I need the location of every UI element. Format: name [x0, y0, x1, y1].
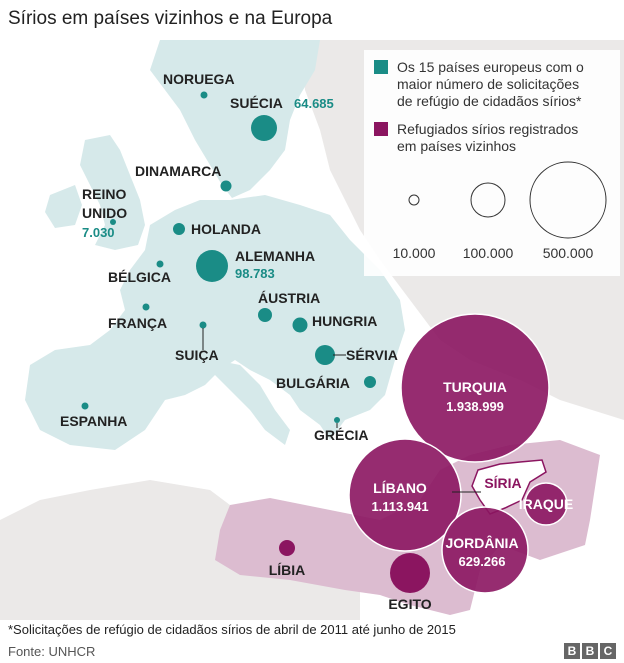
- value-reino-unido: 7.030: [82, 225, 115, 240]
- bbc-logo: B B C: [564, 643, 616, 659]
- bbc-logo-letter: C: [600, 643, 616, 659]
- label-servia: SÉRVIA: [346, 347, 398, 363]
- marker-alemanha: [196, 250, 228, 282]
- footnote: *Solicitações de refúgio de cidadãos sír…: [8, 622, 456, 637]
- marker-belgica: [156, 260, 164, 268]
- neighbor-bubbles: [279, 313, 568, 594]
- land-europe-uk: [80, 135, 145, 250]
- value-libano: 1.113.941: [371, 499, 428, 514]
- marker-suecia: [251, 115, 277, 141]
- legend-scale-circle-small: [408, 194, 420, 206]
- legend-europe-text-2: maior número de solicitações: [397, 76, 579, 92]
- legend-neighbors-text-1: Refugiados sírios registrados: [397, 121, 578, 137]
- label-austria: ÁUSTRIA: [258, 290, 320, 306]
- label-franca: FRANÇA: [108, 315, 167, 331]
- marker-bulgaria: [364, 376, 376, 388]
- bubble-jordania: [441, 506, 529, 594]
- legend-scale-label-small: 10.000: [393, 245, 436, 261]
- bbc-logo-letter: B: [564, 643, 580, 659]
- label-suecia: SUÉCIA: [230, 95, 283, 111]
- label-reino-unido-2: UNIDO: [82, 205, 127, 221]
- label-hungria: HUNGRIA: [312, 313, 377, 329]
- label-grecia: GRÉCIA: [314, 427, 368, 443]
- marker-espanha: [81, 402, 89, 410]
- marker-suica: [199, 321, 207, 329]
- label-iraque: IRAQUE: [519, 496, 573, 512]
- land-syria: [471, 459, 547, 515]
- label-holanda: HOLANDA: [191, 221, 261, 237]
- label-siria: SÍRIA: [484, 475, 521, 491]
- europe-markers: [81, 91, 376, 423]
- map-title: Sírios em países vizinhos e na Europa: [8, 8, 333, 29]
- label-noruega: NORUEGA: [163, 71, 235, 87]
- legend-neighbors-text-2: em países vizinhos: [397, 138, 516, 154]
- value-turquia: 1.938.999: [446, 399, 504, 414]
- legend-scale-circle-medium: [470, 182, 506, 218]
- marker-servia: [315, 345, 335, 365]
- land-europe-mainland: [25, 195, 405, 450]
- label-jordania: JORDÂNIA: [445, 534, 518, 551]
- bubble-egito: [390, 553, 430, 593]
- label-bulgaria: BULGÁRIA: [276, 375, 350, 391]
- marker-hungria: [292, 317, 308, 333]
- value-jordania: 629.266: [459, 554, 506, 569]
- legend-europe-swatch: [374, 60, 388, 74]
- label-alemanha: ALEMANHA: [235, 248, 315, 264]
- land-europe-ireland: [45, 185, 82, 228]
- legend-neighbors-swatch: [374, 122, 388, 136]
- label-espanha: ESPANHA: [60, 413, 127, 429]
- marker-grecia: [334, 417, 340, 423]
- label-suica: SUIÇA: [175, 347, 219, 363]
- marker-dinamarca: [220, 180, 232, 192]
- source-credit: Fonte: UNHCR: [8, 644, 96, 659]
- marker-noruega: [200, 91, 208, 99]
- land-europe-italy: [215, 360, 290, 445]
- marker-holanda: [173, 223, 185, 235]
- legend-europe-text-1: Os 15 países europeus com o: [397, 59, 584, 75]
- marker-reino-unido: [110, 219, 116, 225]
- marker-franca: [142, 303, 150, 311]
- legend-scale-label-medium: 100.000: [463, 245, 514, 261]
- value-alemanha: 98.783: [235, 266, 275, 281]
- refugee-map: Os 15 países europeus com o maior número…: [0, 40, 624, 620]
- bubble-libia: [279, 540, 295, 556]
- label-libia: LÍBIA: [269, 562, 306, 578]
- legend-scale-label-large: 500.000: [543, 245, 594, 261]
- value-suecia: 64.685: [294, 96, 334, 111]
- bbc-logo-letter: B: [582, 643, 598, 659]
- bubble-libano: [348, 438, 462, 552]
- label-turquia: TURQUIA: [443, 379, 507, 395]
- marker-austria: [258, 308, 272, 322]
- label-belgica: BÉLGICA: [108, 269, 171, 285]
- land-other-africa: [0, 480, 360, 620]
- bubble-iraque: [524, 482, 568, 526]
- label-egito: EGITO: [388, 596, 431, 612]
- legend-scale-circle-large: [529, 161, 607, 239]
- label-libano: LÍBANO: [373, 480, 427, 496]
- bubble-turquia: [400, 313, 550, 463]
- label-dinamarca: DINAMARCA: [135, 163, 221, 179]
- label-reino-unido-1: REINO: [82, 186, 126, 202]
- legend-europe-text-3: de refúgio de cidadãos sírios*: [397, 93, 582, 109]
- land-europe-scandinavia: [150, 40, 320, 198]
